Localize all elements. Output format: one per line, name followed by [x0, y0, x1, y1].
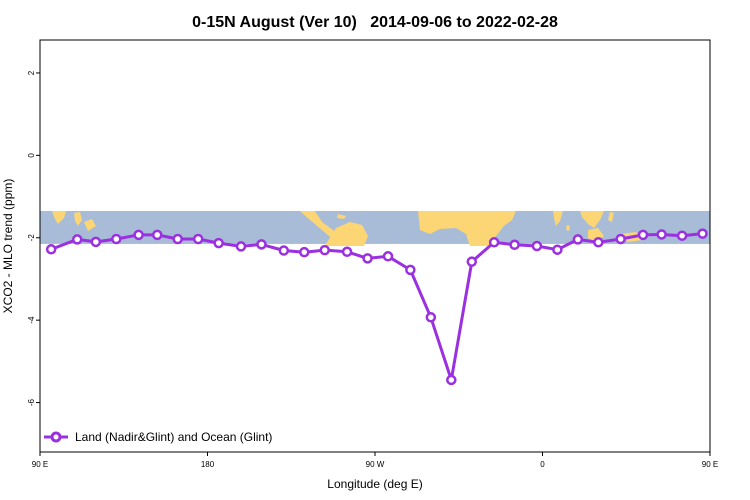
data-point	[90, 236, 102, 248]
land-masses	[52, 211, 642, 246]
data-point	[278, 245, 290, 256]
x-axis: 90 E 180 90 W 0 90 E	[32, 452, 718, 469]
data-point	[572, 234, 584, 245]
legend-marker	[50, 431, 62, 443]
landmass-caribbean	[337, 214, 346, 219]
y-tick-label: 0	[27, 153, 36, 158]
data-point	[111, 233, 122, 245]
landmass-africa	[418, 211, 516, 246]
data-point	[593, 237, 604, 248]
x-tick-label: 90 E	[702, 460, 718, 469]
x-tick-label: 90 E	[32, 460, 48, 469]
data-point	[362, 253, 373, 264]
data-point	[446, 374, 457, 386]
data-point	[299, 246, 310, 258]
series-line	[50, 232, 703, 382]
landmass-central-america	[300, 211, 337, 237]
x-tick-label: 90 W	[366, 460, 385, 469]
y-tick-label: -2	[27, 234, 36, 242]
data-point	[382, 251, 394, 262]
x-tick-label: 0	[540, 460, 545, 469]
y-tick-label: -6	[27, 398, 36, 406]
data-point	[256, 239, 267, 250]
data-point	[656, 229, 667, 240]
data-point	[466, 256, 478, 267]
plot-frame	[39, 39, 711, 453]
y-axis: 2 0 -2 -4 -6	[27, 70, 40, 406]
data-point	[488, 237, 500, 248]
landmass-philippines	[608, 212, 614, 222]
landmass-india	[553, 211, 563, 226]
series-layer	[45, 228, 708, 386]
legend: Land (Nadir&Glint) and Ocean (Glint)	[44, 430, 272, 444]
x-tick-label: 180	[201, 460, 215, 469]
landmass-islands-west	[74, 212, 82, 226]
landmass-new-guinea-west	[84, 219, 96, 231]
data-point	[552, 244, 563, 255]
data-point	[615, 233, 626, 245]
data-point	[192, 233, 204, 245]
data-point	[213, 237, 224, 249]
landmass-southeast-asia	[52, 211, 66, 224]
landmass-south-america	[326, 222, 368, 246]
y-tick-label: -4	[27, 316, 36, 324]
data-point	[172, 233, 183, 245]
x-axis-label: Longitude (deg E)	[327, 477, 422, 491]
data-point	[133, 229, 144, 241]
landmass-sri-lanka	[566, 225, 570, 231]
data-point	[697, 228, 708, 239]
data-point	[319, 244, 330, 256]
data-point	[341, 246, 353, 258]
data-point	[509, 239, 520, 251]
data-point	[235, 241, 247, 252]
data-point	[152, 229, 163, 241]
data-point	[637, 229, 649, 241]
data-point	[45, 244, 57, 255]
y-axis-label: XCO2 - MLO trend (ppm)	[1, 179, 15, 314]
chart-title: 0-15N August (Ver 10) 2014-09-06 to 2022…	[192, 14, 558, 31]
landmass-indochina	[580, 211, 604, 228]
data-point	[676, 230, 688, 241]
data-point	[405, 264, 416, 276]
legend-label: Land (Nadir&Glint) and Ocean (Glint)	[75, 430, 272, 444]
data-point	[531, 240, 543, 252]
map-strip	[40, 210, 710, 246]
data-point	[425, 312, 437, 323]
y-tick-label: 2	[27, 70, 36, 75]
data-point	[71, 234, 83, 245]
